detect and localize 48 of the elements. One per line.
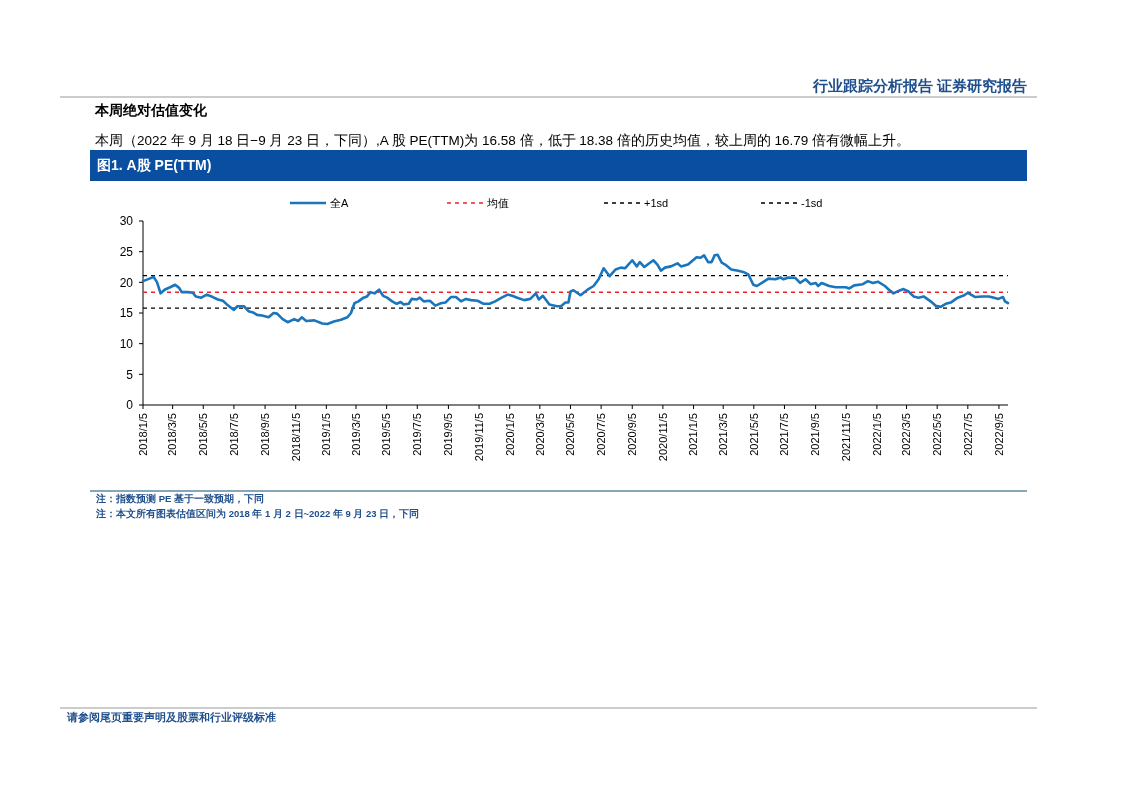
x-tick-label: 2021/7/5 — [778, 413, 791, 456]
legend-label: -1sd — [801, 196, 823, 209]
x-tick-label: 2019/1/5 — [320, 413, 333, 456]
x-tick-label: 2022/7/5 — [961, 413, 974, 456]
x-tick-label: 2021/3/5 — [717, 413, 730, 456]
text: 请参阅尾页重要声明及股票和行业评级标准 — [66, 711, 276, 723]
x-tick-label: 2020/9/5 — [626, 413, 639, 456]
x-tick-label: 2019/5/5 — [380, 413, 393, 456]
x-tick-label: 2019/11/5 — [472, 413, 485, 462]
legend-label: 全A — [330, 196, 349, 209]
x-tick-label: 2020/7/5 — [594, 413, 607, 456]
y-tick-label: 30 — [119, 214, 134, 229]
text: 注：本文所有图表估值区间为 2018 年 1 月 2 日~2022 年 9 月 23 日，下同 — [95, 508, 420, 519]
text: 注：指数预测 PE 基于一致预期，下同 — [95, 493, 264, 504]
legend-label: 均值 — [486, 196, 509, 209]
x-tick-label: 2018/1/5 — [136, 413, 149, 456]
y-tick-label: 5 — [126, 367, 134, 382]
x-tick-label: 2018/7/5 — [227, 413, 240, 456]
line-series — [141, 253, 1010, 326]
x-tick-label: 2020/5/5 — [564, 413, 577, 456]
x-tick-label: 2019/9/5 — [442, 413, 455, 456]
legend-label: +1sd — [644, 196, 669, 209]
chart-title: 图1. A股 PE(TTM) — [97, 157, 212, 173]
x-tick-label: 2018/3/5 — [166, 413, 179, 456]
text: 行业跟踪分析报告 证券研究报告 — [811, 77, 1027, 94]
x-tick-label: 2020/11/5 — [656, 413, 669, 462]
x-tick-label: 2020/3/5 — [533, 413, 546, 456]
y-tick-label: 20 — [119, 275, 134, 290]
x-tick-label: 2021/9/5 — [809, 413, 822, 456]
text: 本周（2022 年 9 月 18 日−9 月 23 日，下同）,A 股 PE(TTM)为 16.58 倍，低于 18.38 倍的历史均值，较上周的 16.79 倍有微幅上升。 — [95, 133, 911, 148]
y-tick-label: 10 — [119, 336, 134, 351]
x-tick-label: 2019/3/5 — [349, 413, 362, 456]
x-tick-label: 2020/1/5 — [503, 413, 516, 456]
x-tick-label: 2022/5/5 — [931, 413, 944, 456]
x-tick-label: 2018/11/5 — [289, 413, 302, 462]
x-tick-label: 2022/1/5 — [870, 413, 883, 456]
x-tick-label: 2021/11/5 — [840, 413, 853, 462]
text: 本周绝对估值变化 — [94, 102, 208, 118]
y-tick-label: 0 — [126, 398, 134, 413]
x-tick-label: 2018/5/5 — [197, 413, 210, 456]
x-tick-label: 2022/9/5 — [992, 413, 1005, 456]
y-tick-label: 25 — [119, 244, 134, 259]
x-tick-label: 2021/5/5 — [747, 413, 760, 456]
x-tick-label: 2022/3/5 — [900, 413, 913, 456]
y-tick-label: 15 — [119, 306, 134, 321]
x-tick-label: 2018/9/5 — [258, 413, 271, 456]
x-tick-label: 2019/7/5 — [411, 413, 424, 456]
x-tick-label: 2021/1/5 — [687, 413, 700, 456]
